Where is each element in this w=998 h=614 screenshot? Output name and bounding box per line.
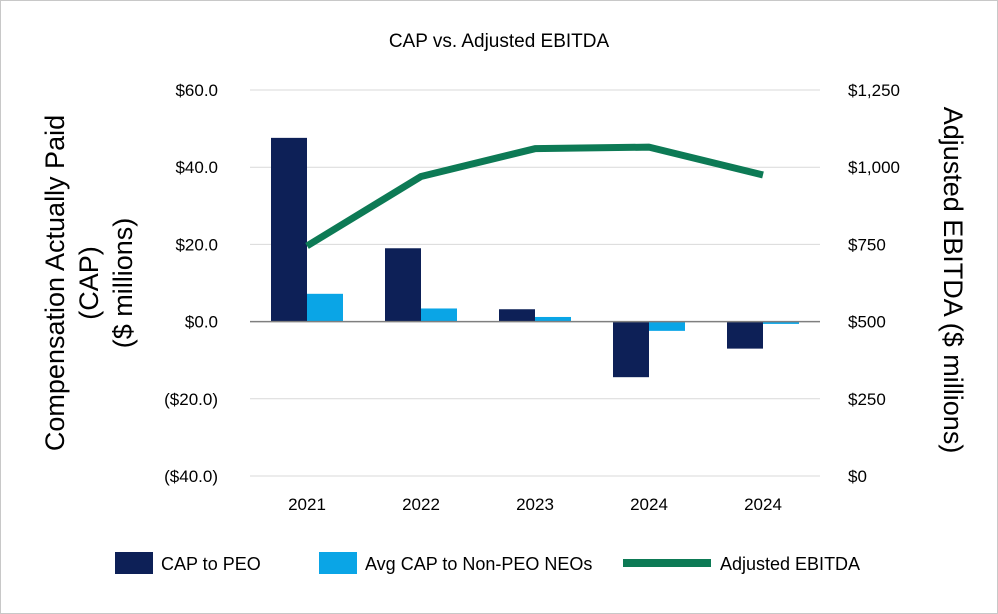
bar-cap-peo-1 <box>385 248 421 322</box>
x-tick-label: 2024 <box>744 495 782 514</box>
legend: CAP to PEO Avg CAP to Non-PEO NEOs Adjuste… <box>115 552 860 574</box>
ebitda-line <box>305 143 764 249</box>
bar-cap-neo-2 <box>535 316 571 322</box>
legend-label-1: Avg CAP to Non-PEO NEOs <box>365 554 592 574</box>
right-tick-label: $750 <box>848 235 886 254</box>
left-tick-label: $20.0 <box>175 235 218 254</box>
left-axis-label-line-1: Compensation Actually Paid <box>40 115 70 451</box>
legend-swatch-2 <box>623 559 711 567</box>
right-tick-label: $500 <box>848 313 886 332</box>
left-tick-label: ($20.0) <box>164 390 218 409</box>
chart-title: CAP vs. Adjusted EBITDA <box>389 31 610 52</box>
legend-swatch-1 <box>319 552 357 574</box>
left-axis-ticks: ($40.0) ($20.0) $0.0 $20.0 $40.0 $60.0 <box>164 81 218 486</box>
right-tick-label: $1,250 <box>848 81 900 100</box>
left-axis-label: Compensation Actually Paid (CAP) ($ mill… <box>40 115 138 451</box>
bar-cap-peo-2 <box>499 309 535 322</box>
right-tick-label: $0 <box>848 467 867 486</box>
bar-cap-peo-4 <box>727 321 763 349</box>
bar-cap-neo-1 <box>421 308 457 322</box>
x-tick-label: 2021 <box>288 495 326 514</box>
bar-cap-neo-0 <box>307 293 343 322</box>
right-tick-label: $1,000 <box>848 158 900 177</box>
bar-cap-neo-4 <box>763 321 799 324</box>
bar-cap-peo-3 <box>613 321 649 378</box>
x-tick-label: 2023 <box>516 495 554 514</box>
left-axis-label-line-2: (CAP) <box>74 246 104 320</box>
right-axis-ticks: $0 $250 $500 $750 $1,000 $1,250 <box>848 81 900 486</box>
bars <box>271 137 799 378</box>
bar-cap-peo-0 <box>271 137 307 322</box>
legend-label-2: Adjusted EBITDA <box>720 554 860 574</box>
bar-cap-neo-3 <box>649 321 685 331</box>
gridlines <box>250 89 820 477</box>
x-axis-ticks: 2021 2022 2023 2024 2024 <box>288 495 782 514</box>
right-tick-label: $250 <box>848 390 886 409</box>
x-tick-label: 2024 <box>630 495 668 514</box>
legend-swatch-0 <box>115 552 153 574</box>
legend-label-0: CAP to PEO <box>161 554 261 574</box>
left-tick-label: ($40.0) <box>164 467 218 486</box>
left-tick-label: $40.0 <box>175 158 218 177</box>
left-tick-label: $60.0 <box>175 81 218 100</box>
left-axis-label-line-3: ($ millions) <box>108 218 138 349</box>
right-axis-label: Adjusted EBITDA ($ millions) <box>938 107 968 454</box>
x-tick-label: 2022 <box>402 495 440 514</box>
left-tick-label: $0.0 <box>185 313 218 332</box>
ebitda-line-group <box>305 143 764 249</box>
